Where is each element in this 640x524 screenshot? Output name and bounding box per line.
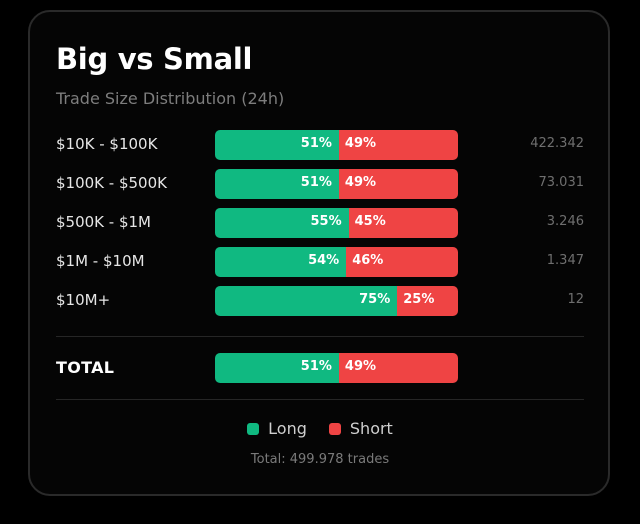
short-percent: 45% [354, 214, 386, 229]
total-label: TOTAL [56, 358, 115, 377]
row-label: $10K - $100K [56, 135, 158, 153]
long-short-bar: 51% 49% [215, 169, 458, 199]
long-short-bar: 55% 45% [215, 208, 458, 238]
long-percent: 51% [300, 175, 332, 190]
long-percent: 54% [308, 253, 340, 268]
short-segment: 45% [348, 208, 458, 238]
long-segment: 75% [215, 286, 398, 316]
total-long-short-bar: 51% 49% [215, 353, 458, 383]
total-row: TOTAL 51% 49% [0, 353, 640, 383]
distribution-row: $10K - $100K 51% 49% 422.342 [0, 130, 640, 160]
distribution-row: $100K - $500K 51% 49% 73.031 [0, 169, 640, 199]
long-segment: 54% [215, 247, 347, 277]
trade-count: 3.246 [546, 214, 584, 229]
long-percent: 55% [310, 214, 342, 229]
short-segment: 46% [346, 247, 458, 277]
short-percent: 49% [344, 359, 377, 374]
short-percent: 49% [344, 175, 377, 190]
long-short-bar: 54% 46% [215, 247, 458, 277]
long-percent: 75% [359, 292, 391, 307]
short-percent: 46% [352, 253, 384, 268]
trade-count: 422.342 [530, 136, 584, 151]
long-percent: 51% [300, 136, 332, 151]
long-short-bar: 51% 49% [215, 130, 458, 160]
short-segment: 25% [397, 286, 458, 316]
divider [56, 336, 584, 337]
long-swatch-icon [247, 422, 260, 435]
legend-item-short: Short [328, 419, 393, 438]
trade-count: 73.031 [538, 175, 585, 190]
legend-item-long: Long [247, 419, 307, 438]
long-segment: 51% [215, 353, 339, 383]
row-label: $100K - $500K [56, 174, 167, 192]
row-label: $500K - $1M [56, 213, 151, 231]
total-trades-footer: Total: 499.978 trades [250, 452, 390, 467]
distribution-row: $10M+ 75% 25% 12 [0, 286, 640, 316]
legend: Long Short [0, 419, 640, 438]
card-title: Big vs Small [56, 42, 253, 76]
card-subtitle: Trade Size Distribution (24h) [56, 89, 285, 108]
long-percent: 51% [300, 359, 332, 374]
distribution-row: $1M - $10M 54% 46% 1.347 [0, 247, 640, 277]
short-segment: 49% [338, 130, 458, 160]
row-label: $10M+ [56, 291, 111, 309]
long-short-bar: 75% 25% [215, 286, 458, 316]
short-segment: 49% [338, 169, 458, 199]
short-swatch-icon [328, 422, 341, 435]
short-percent: 49% [344, 136, 377, 151]
long-segment: 55% [215, 208, 349, 238]
trade-count: 12 [567, 292, 584, 307]
short-segment: 49% [338, 353, 458, 383]
distribution-row: $500K - $1M 55% 45% 3.246 [0, 208, 640, 238]
divider [56, 399, 584, 400]
row-label: $1M - $10M [56, 252, 145, 270]
long-segment: 51% [215, 130, 339, 160]
short-percent: 25% [403, 292, 435, 307]
legend-long-label: Long [268, 419, 307, 438]
long-segment: 51% [215, 169, 339, 199]
trade-count: 1.347 [546, 253, 584, 268]
legend-short-label: Short [349, 419, 393, 438]
